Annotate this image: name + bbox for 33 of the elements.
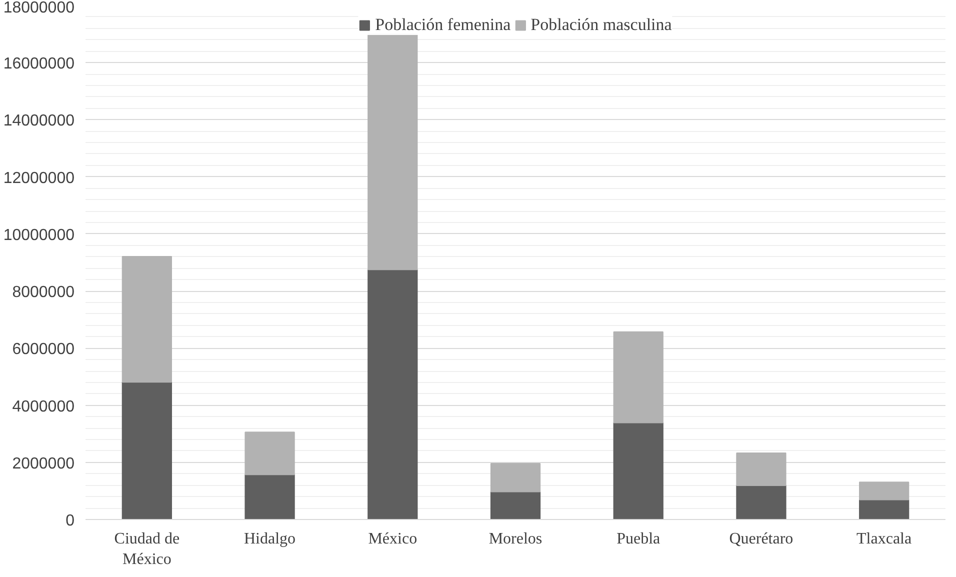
y-tick-label: 16000000 <box>3 56 75 73</box>
y-tick-label: 4000000 <box>12 398 75 416</box>
y-tick-label: 2000000 <box>12 455 75 472</box>
y-tick-label: 14000000 <box>3 112 75 130</box>
bar <box>859 499 910 520</box>
bar <box>859 482 910 500</box>
legend-label: Población masculina <box>530 15 672 35</box>
y-tick-label: 18000000 <box>3 0 75 16</box>
bar <box>613 331 664 424</box>
x-tick-label: Querétaro <box>729 530 794 548</box>
x-tick-label: Tlaxcala <box>856 530 912 548</box>
y-tick-label: 8000000 <box>12 284 75 302</box>
y-tick-label: 12000000 <box>3 170 75 187</box>
y-tick-label: 0 <box>66 512 75 530</box>
legend-label: Población femenina <box>375 15 511 35</box>
bar <box>368 269 418 520</box>
bar <box>490 463 541 492</box>
bar <box>490 491 541 520</box>
bar <box>736 452 786 486</box>
y-tick-label: 10000000 <box>3 226 75 244</box>
bar <box>244 474 295 520</box>
y-tick-label: 6000000 <box>12 341 75 358</box>
x-tick-label: Puebla <box>616 530 660 548</box>
x-tick-label: Morelos <box>488 530 542 548</box>
bar <box>613 422 664 520</box>
x-tick-label: Ciudad de México <box>114 530 180 568</box>
x-tick-label: Hidalgo <box>244 530 296 548</box>
bar <box>244 432 295 476</box>
bar <box>122 256 172 383</box>
bar <box>736 485 786 520</box>
bar <box>122 382 172 520</box>
x-tick-label: México <box>368 530 418 548</box>
bar <box>368 33 418 270</box>
